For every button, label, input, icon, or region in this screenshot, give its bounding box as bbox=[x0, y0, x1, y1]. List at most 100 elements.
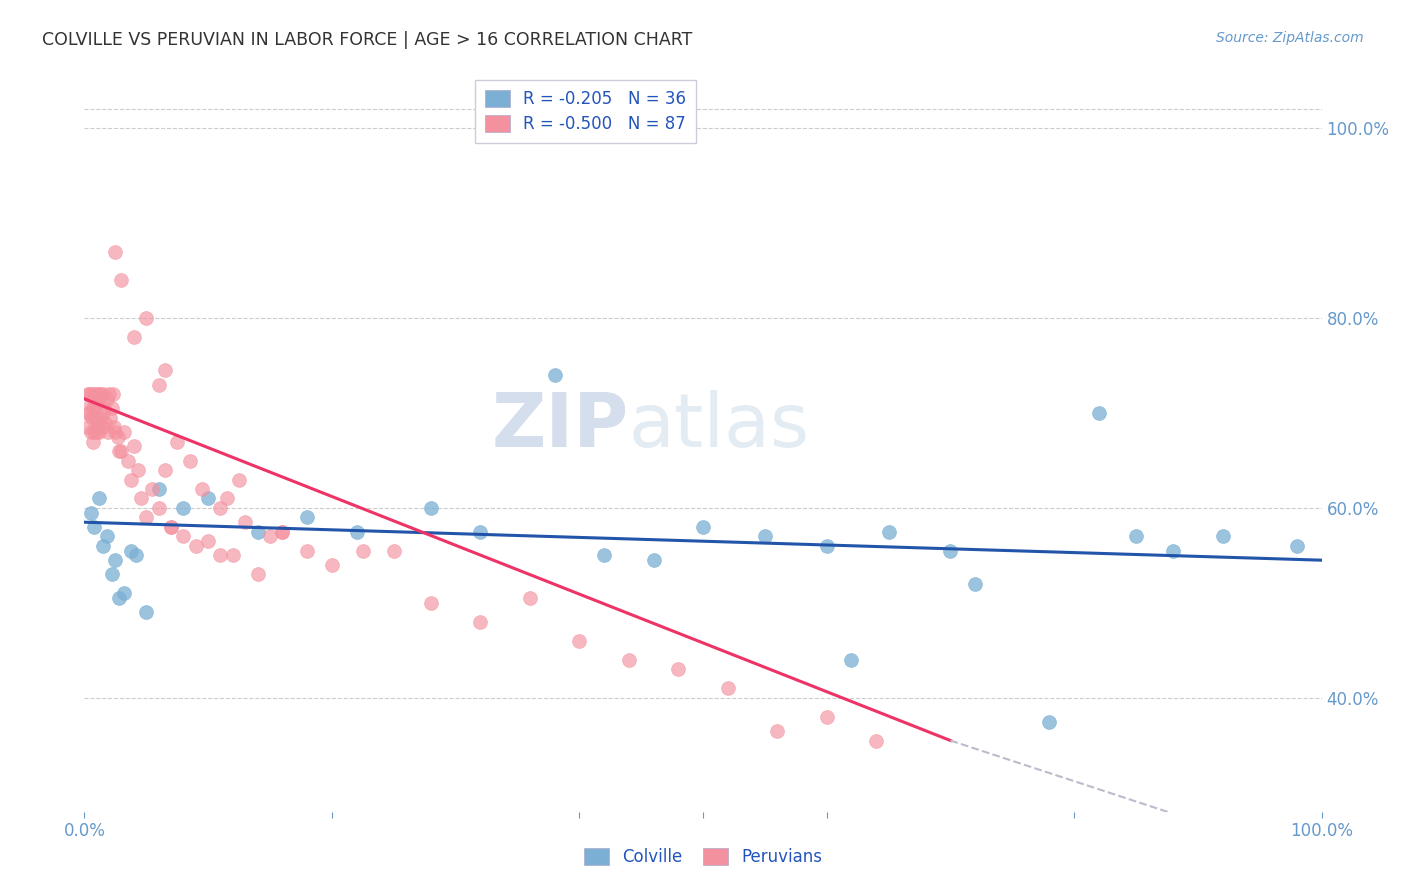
Text: atlas: atlas bbox=[628, 390, 810, 463]
Point bbox=[519, 591, 541, 606]
Point bbox=[877, 524, 900, 539]
Point bbox=[321, 558, 343, 572]
Point bbox=[148, 500, 170, 515]
Point bbox=[148, 377, 170, 392]
Point bbox=[166, 434, 188, 449]
Point bbox=[271, 524, 294, 539]
Point bbox=[100, 567, 122, 582]
Point bbox=[79, 425, 101, 439]
Point bbox=[666, 662, 689, 676]
Point bbox=[104, 553, 127, 567]
Point bbox=[89, 410, 111, 425]
Point bbox=[104, 425, 127, 439]
Point bbox=[97, 425, 120, 439]
Point bbox=[153, 463, 176, 477]
Point bbox=[209, 549, 232, 563]
Point bbox=[160, 520, 183, 534]
Point bbox=[148, 482, 170, 496]
Point bbox=[295, 543, 318, 558]
Point bbox=[76, 406, 98, 420]
Point bbox=[89, 392, 111, 406]
Point bbox=[79, 396, 101, 410]
Point bbox=[259, 529, 281, 543]
Point bbox=[89, 425, 111, 439]
Point bbox=[643, 553, 665, 567]
Point bbox=[80, 410, 103, 425]
Point bbox=[98, 387, 121, 401]
Point bbox=[246, 524, 269, 539]
Point bbox=[172, 500, 194, 515]
Point bbox=[108, 591, 131, 606]
Point bbox=[271, 524, 294, 539]
Point bbox=[79, 387, 101, 401]
Point bbox=[543, 368, 565, 383]
Point bbox=[91, 387, 114, 401]
Point bbox=[692, 520, 714, 534]
Point bbox=[84, 410, 107, 425]
Legend: Colville, Peruvians: Colville, Peruvians bbox=[578, 841, 828, 873]
Point bbox=[939, 543, 962, 558]
Point bbox=[617, 653, 640, 667]
Point bbox=[179, 453, 201, 467]
Point bbox=[593, 549, 616, 563]
Point bbox=[965, 577, 987, 591]
Point bbox=[815, 539, 838, 553]
Point bbox=[84, 387, 107, 401]
Point bbox=[470, 524, 492, 539]
Point bbox=[1285, 539, 1308, 553]
Legend: R = -0.205   N = 36, R = -0.500   N = 87: R = -0.205 N = 36, R = -0.500 N = 87 bbox=[475, 79, 696, 143]
Point bbox=[222, 549, 245, 563]
Text: ZIP: ZIP bbox=[492, 390, 628, 463]
Point bbox=[86, 425, 108, 439]
Point bbox=[98, 410, 121, 425]
Point bbox=[96, 529, 118, 543]
Point bbox=[110, 273, 132, 287]
Text: Source: ZipAtlas.com: Source: ZipAtlas.com bbox=[1216, 31, 1364, 45]
Point bbox=[122, 439, 145, 453]
Point bbox=[766, 724, 789, 739]
Point bbox=[1038, 714, 1060, 729]
Point bbox=[103, 420, 125, 434]
Point bbox=[100, 401, 122, 416]
Point bbox=[1161, 543, 1184, 558]
Point bbox=[135, 311, 157, 326]
Point bbox=[172, 529, 194, 543]
Point bbox=[96, 392, 118, 406]
Point bbox=[82, 434, 104, 449]
Point bbox=[153, 363, 176, 377]
Point bbox=[841, 653, 863, 667]
Point bbox=[122, 330, 145, 344]
Point bbox=[209, 500, 232, 515]
Point bbox=[101, 387, 124, 401]
Point bbox=[184, 539, 207, 553]
Point bbox=[93, 401, 115, 416]
Point bbox=[83, 425, 105, 439]
Point bbox=[104, 244, 127, 259]
Point bbox=[233, 515, 256, 529]
Point bbox=[1088, 406, 1111, 420]
Point bbox=[129, 491, 152, 506]
Point bbox=[197, 534, 219, 549]
Point bbox=[120, 473, 142, 487]
Point bbox=[295, 510, 318, 524]
Point bbox=[346, 524, 368, 539]
Point bbox=[107, 430, 129, 444]
Point bbox=[419, 596, 441, 610]
Point bbox=[1212, 529, 1234, 543]
Point bbox=[197, 491, 219, 506]
Point bbox=[80, 387, 103, 401]
Point bbox=[108, 444, 131, 458]
Point bbox=[191, 482, 214, 496]
Point bbox=[89, 387, 111, 401]
Point bbox=[77, 387, 100, 401]
Point bbox=[865, 733, 887, 747]
Point bbox=[352, 543, 374, 558]
Point bbox=[120, 543, 142, 558]
Point bbox=[127, 463, 149, 477]
Point bbox=[79, 506, 101, 520]
Point bbox=[83, 520, 105, 534]
Point bbox=[141, 482, 163, 496]
Point bbox=[815, 710, 838, 724]
Point bbox=[215, 491, 238, 506]
Text: COLVILLE VS PERUVIAN IN LABOR FORCE | AGE > 16 CORRELATION CHART: COLVILLE VS PERUVIAN IN LABOR FORCE | AG… bbox=[42, 31, 693, 49]
